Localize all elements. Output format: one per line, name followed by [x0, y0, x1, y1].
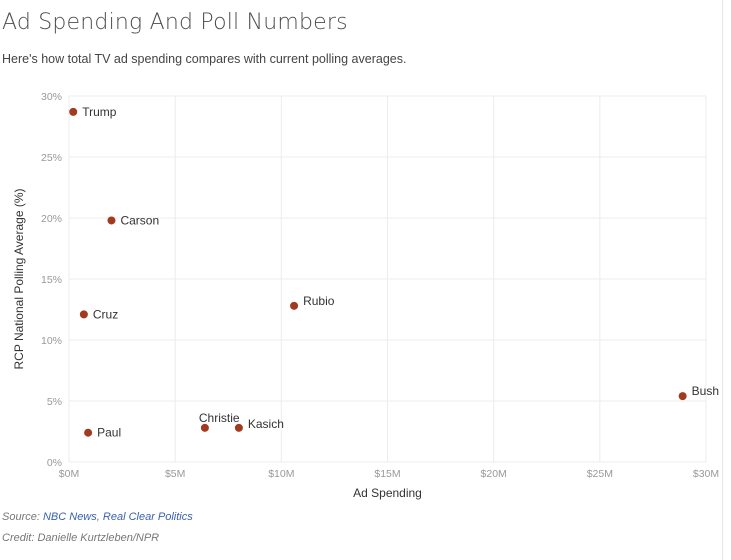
credit-note: Credit: Danielle Kurtzleben/NPR [2, 532, 160, 544]
point-rubio[interactable] [290, 301, 299, 310]
source-link-nbc-news[interactable]: NBC News [42, 511, 97, 523]
point-trump[interactable] [69, 107, 78, 116]
y-tick-label: 15% [41, 274, 62, 286]
chart-title: Ad Spending And Poll Numbers [2, 10, 348, 35]
source-prefix: Source: [2, 511, 43, 523]
point-carson[interactable] [107, 216, 116, 225]
x-tick-label: $15M [374, 468, 400, 480]
x-tick-label: $5M [165, 468, 185, 480]
point-bush[interactable] [678, 392, 687, 401]
source-separator: , [96, 511, 103, 523]
point-label-cruz: Cruz [93, 307, 118, 321]
y-tick-label: 25% [41, 152, 62, 164]
x-tick-label: $20M [481, 468, 507, 480]
source-link-real-clear-politics[interactable]: Real Clear Politics [102, 511, 193, 523]
y-axis-title: RCP National Polling Average (%) [12, 189, 26, 370]
data-points: Trump Carson Cruz Rubio Bush Christie Kasich Pa… [69, 105, 719, 440]
point-label-bush: Bush [692, 384, 719, 398]
x-axis-title: Ad Spending [353, 486, 422, 500]
point-label-paul: Paul [97, 426, 121, 440]
point-label-trump: Trump [82, 105, 117, 119]
point-christie[interactable] [200, 423, 209, 432]
point-paul[interactable] [84, 428, 93, 437]
point-label-kasich: Kasich [248, 417, 284, 431]
point-label-carson: Carson [120, 213, 159, 227]
x-tick-label: $30M [693, 468, 719, 480]
grid [68, 95, 707, 463]
tick-labels: 0% 5% 10% 15% 20% 25% 30% $0M $5M $10M $15M $20M $25… [41, 91, 719, 480]
x-tick-label: $0M [59, 468, 79, 480]
y-tick-label: 20% [41, 213, 62, 225]
chart-subtitle: Here's how total TV ad spending compares… [2, 52, 407, 66]
x-tick-label: $10M [268, 468, 294, 480]
point-label-rubio: Rubio [303, 294, 335, 308]
y-tick-label: 0% [47, 457, 62, 469]
y-tick-label: 5% [47, 396, 62, 408]
point-kasich[interactable] [234, 423, 243, 432]
x-tick-label: $25M [587, 468, 613, 480]
y-tick-label: 30% [41, 91, 62, 103]
point-cruz[interactable] [79, 310, 88, 319]
right-divider [722, 0, 723, 560]
point-label-christie: Christie [199, 411, 240, 425]
source-note: Source: NBC News, Real Clear Politics [2, 511, 193, 523]
y-tick-label: 10% [41, 335, 62, 347]
scatter-chart: 0% 5% 10% 15% 20% 25% 30% $0M $5M $10M $15M $20M $25… [12, 91, 719, 500]
